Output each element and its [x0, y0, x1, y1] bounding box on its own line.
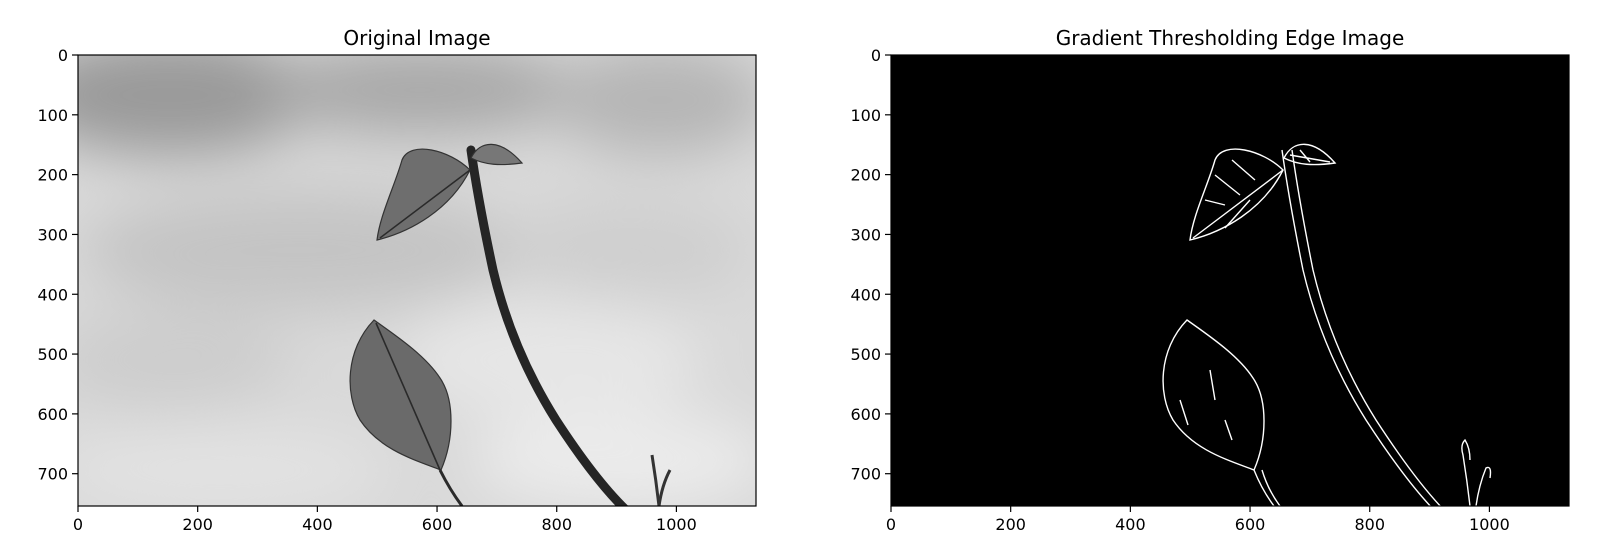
y-tick-label: 600 — [37, 405, 68, 424]
x-tick-label: 400 — [1115, 515, 1146, 534]
x-tick-label: 0 — [886, 515, 896, 534]
y-tick-label: 100 — [850, 106, 881, 125]
x-tick-label: 0 — [73, 515, 83, 534]
y-tick-label: 700 — [37, 465, 68, 484]
y-tick-label: 300 — [850, 225, 881, 244]
y-tick-label: 100 — [37, 106, 68, 125]
y-tick-label: 400 — [850, 285, 881, 304]
edge-image-title: Gradient Thresholding Edge Image — [1056, 26, 1405, 50]
y-tick-label: 500 — [850, 345, 881, 364]
y-tick-label: 300 — [37, 225, 68, 244]
x-tick-label: 200 — [995, 515, 1026, 534]
original-image-frame — [77, 54, 757, 507]
x-tick-label: 800 — [541, 515, 572, 534]
x-tick-label: 600 — [1235, 515, 1266, 534]
edge-image — [891, 55, 1569, 506]
edge-image-axes: 0 200 400 600 800 1000 0 100 200 300 400 500 600 700 — [850, 46, 1509, 534]
edge-image-panel: Gradient Thresholding Edge Image — [850, 26, 1570, 534]
original-image-axes: 0 200 400 600 800 1000 0 100 200 300 400 500 600 700 — [37, 46, 696, 534]
edge-image-frame — [890, 54, 1570, 507]
y-tick-label: 200 — [37, 166, 68, 185]
x-tick-label: 400 — [302, 515, 333, 534]
y-tick-label: 700 — [850, 465, 881, 484]
x-tick-label: 1000 — [656, 515, 697, 534]
y-tick-label: 500 — [37, 345, 68, 364]
y-tick-label: 600 — [850, 405, 881, 424]
x-tick-label: 200 — [182, 515, 213, 534]
y-tick-label: 0 — [58, 46, 68, 65]
original-image — [78, 55, 756, 506]
x-tick-label: 800 — [1354, 515, 1385, 534]
x-tick-label: 600 — [422, 515, 453, 534]
y-tick-label: 0 — [871, 46, 881, 65]
original-image-title: Original Image — [343, 26, 490, 50]
y-tick-label: 200 — [850, 166, 881, 185]
original-image-panel: Original Image — [37, 26, 757, 534]
y-tick-label: 400 — [37, 285, 68, 304]
x-tick-label: 1000 — [1469, 515, 1510, 534]
